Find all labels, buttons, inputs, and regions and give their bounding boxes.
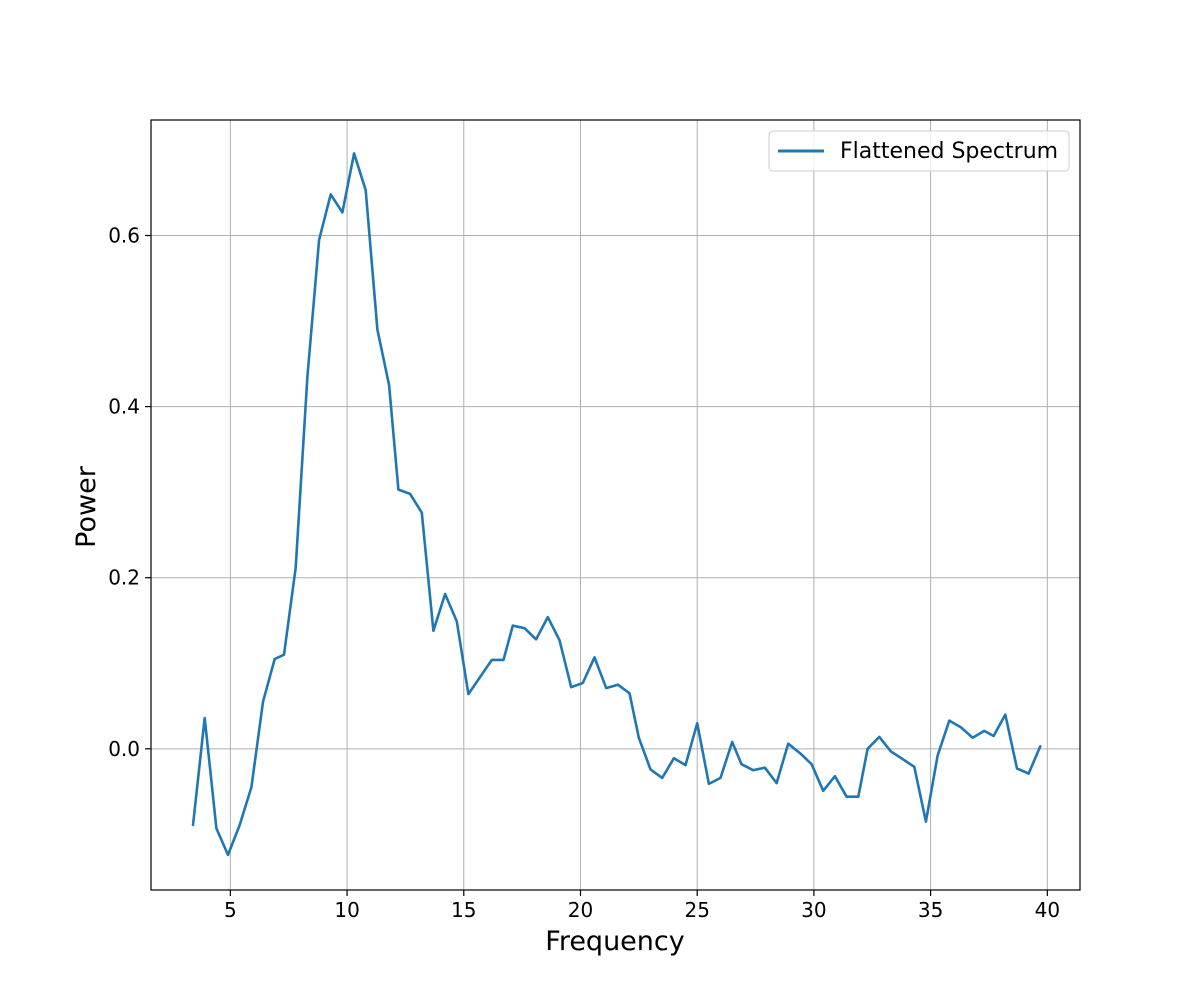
y-tick-label: 0.2 bbox=[108, 566, 140, 590]
y-tick-label: 0.0 bbox=[108, 737, 140, 761]
x-tick-label: 15 bbox=[451, 898, 476, 922]
legend-label: Flattened Spectrum bbox=[840, 139, 1058, 164]
y-axis-ticks: 0.0 0.2 0.4 0.6 bbox=[108, 224, 151, 761]
x-gridlines bbox=[229, 120, 1048, 890]
x-axis-title: Frequency bbox=[545, 926, 685, 957]
x-tick-label: 30 bbox=[801, 898, 826, 922]
x-tick-label: 25 bbox=[684, 898, 709, 922]
x-tick-label: 40 bbox=[1035, 898, 1060, 922]
x-tick-label: 20 bbox=[568, 898, 593, 922]
plot-area bbox=[151, 120, 1080, 890]
y-tick-label: 0.4 bbox=[108, 395, 140, 419]
series-layer bbox=[191, 152, 1042, 857]
legend-box bbox=[768, 130, 1070, 172]
series-line-flattened-spectrum bbox=[191, 152, 1042, 857]
x-axis-ticks: 5 10 15 20 25 30 35 40 bbox=[224, 890, 1060, 922]
x-tick-label: 10 bbox=[334, 898, 359, 922]
y-tick-label: 0.6 bbox=[108, 224, 140, 248]
y-axis-title: Power bbox=[71, 465, 102, 548]
x-tick-label: 5 bbox=[224, 898, 237, 922]
plot-frame bbox=[150, 119, 1081, 891]
x-tick-label: 35 bbox=[918, 898, 943, 922]
legend: Flattened Spectrum bbox=[768, 130, 1070, 172]
